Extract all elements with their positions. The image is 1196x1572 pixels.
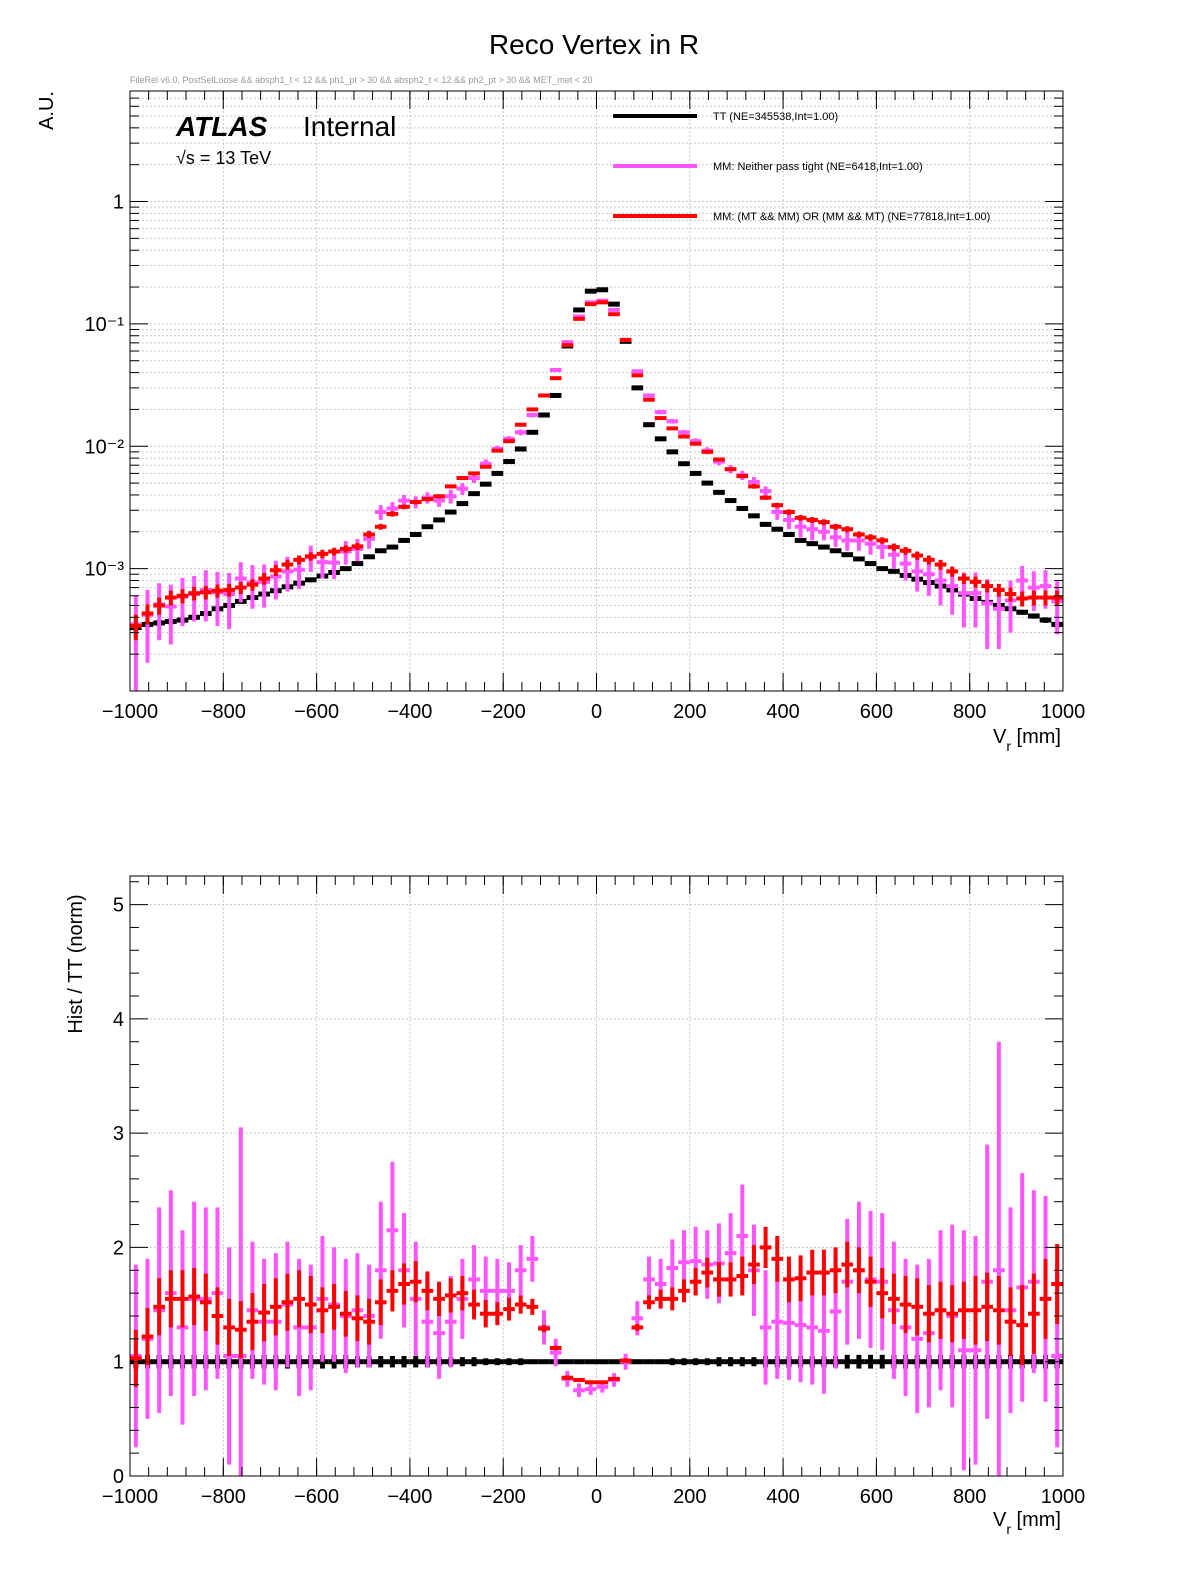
bot-x-tick-label: 1000 <box>1041 1486 1086 1508</box>
top-y-tick-label: 1 <box>113 192 124 214</box>
bot-x-tick-label: 0 <box>591 1486 602 1508</box>
top-x-tick-label: −600 <box>294 701 339 723</box>
bot-x-tick-label: −600 <box>294 1486 339 1508</box>
bot-x-tick-label: −1000 <box>102 1486 158 1508</box>
bot-series-2 <box>130 1226 1063 1387</box>
ratio-axis-ticks <box>129 876 1064 1477</box>
bot-y-tick-label: 5 <box>113 895 124 917</box>
top-x-tick-label: 1000 <box>1041 701 1086 723</box>
selection-string: FileRel v6.0, PostSelLoose && absph1_t <… <box>130 75 593 85</box>
bot-x-tick-label: 200 <box>673 1486 706 1508</box>
top-axis-ticks <box>129 90 1064 692</box>
top-y-tick-label: 10⁻² <box>85 436 125 458</box>
top-x-tick-label: 400 <box>766 701 799 723</box>
top-x-axis-label: Vr [mm] <box>993 726 1061 754</box>
atlas-brand: ATLAS <box>175 111 268 142</box>
top-x-tick-label: −1000 <box>102 701 158 723</box>
legend-label: TT (NE=345538,Int=1.00) <box>713 111 838 123</box>
ratio-tick-labels: −1000 −800 −600 −400 −200 0 200 400 600 800 1000 0 1… <box>102 895 1085 1508</box>
bot-x-tick-label: 600 <box>860 1486 893 1508</box>
legend: TT (NE=345538,Int=1.00) MM: Neither pass … <box>613 111 990 223</box>
top-grid <box>129 90 1064 692</box>
top-y-tick-label: 10⁻³ <box>85 559 125 581</box>
legend-label: MM: (MT && MM) OR (MM && MT) (NE=77818,I… <box>713 211 990 223</box>
bot-x-tick-label: −200 <box>481 1486 526 1508</box>
atlas-status: Internal <box>303 111 396 142</box>
top-x-tick-label: −400 <box>387 701 432 723</box>
top-x-tick-label: 0 <box>591 701 602 723</box>
bot-x-tick-label: −800 <box>201 1486 246 1508</box>
top-y-axis-label: A.U. <box>36 91 58 130</box>
bot-y-tick-label: 4 <box>113 1009 124 1031</box>
top-series-0 <box>130 287 1063 631</box>
bot-x-tick-label: 800 <box>953 1486 986 1508</box>
bot-x-tick-label: 400 <box>766 1486 799 1508</box>
atlas-label: ATLAS Internal √s = 13 TeV <box>175 111 396 168</box>
atlas-energy: √s = 13 TeV <box>176 148 271 168</box>
top-x-tick-label: 200 <box>673 701 706 723</box>
top-tick-labels: −1000 −800 −600 −400 −200 0 200 400 600 800 1000 10… <box>85 192 1086 723</box>
top-x-tick-label: −200 <box>481 701 526 723</box>
top-x-tick-label: 800 <box>953 701 986 723</box>
bot-y-tick-label: 3 <box>113 1123 124 1145</box>
top-plot-panel: −1000 −800 −600 −400 −200 0 200 400 600 800 1000 10… <box>36 90 1086 754</box>
top-series-2 <box>130 300 1063 641</box>
top-data-points <box>130 287 1063 691</box>
ratio-data-points <box>130 1041 1063 1476</box>
ratio-plot-panel: −1000 −800 −600 −400 −200 0 200 400 600 800 1000 0 1… <box>65 875 1085 1537</box>
top-y-tick-label: 10⁻¹ <box>85 314 125 336</box>
bot-y-tick-label: 0 <box>113 1466 124 1488</box>
bot-x-tick-label: −400 <box>387 1486 432 1508</box>
chart-title: Reco Vertex in R <box>489 29 699 60</box>
ratio-x-axis-label: Vr [mm] <box>993 1509 1061 1537</box>
legend-label: MM: Neither pass tight (NE=6418,Int=1.00… <box>713 161 923 173</box>
ratio-y-axis-label: Hist / TT (norm) <box>65 894 87 1033</box>
top-x-tick-label: −800 <box>201 701 246 723</box>
bot-y-tick-label: 1 <box>113 1352 124 1374</box>
top-x-tick-label: 600 <box>860 701 893 723</box>
bot-series-1 <box>130 1041 1063 1476</box>
bot-y-tick-label: 2 <box>113 1237 124 1259</box>
